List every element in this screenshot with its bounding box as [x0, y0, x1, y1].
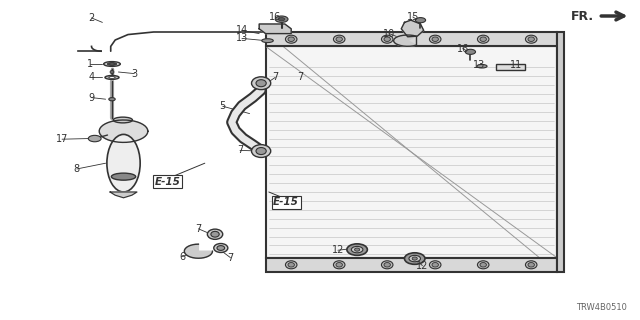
Ellipse shape — [384, 37, 390, 42]
Text: 7: 7 — [298, 72, 304, 83]
Polygon shape — [110, 192, 137, 198]
Circle shape — [278, 18, 285, 21]
Ellipse shape — [351, 246, 363, 253]
Ellipse shape — [252, 145, 271, 157]
Text: E-15: E-15 — [273, 197, 299, 207]
Ellipse shape — [104, 61, 120, 67]
Ellipse shape — [113, 117, 132, 123]
Bar — [557, 32, 564, 272]
Ellipse shape — [525, 261, 537, 269]
Ellipse shape — [111, 173, 136, 180]
Text: 13: 13 — [236, 33, 248, 44]
Text: 14: 14 — [236, 25, 248, 36]
Ellipse shape — [288, 262, 294, 267]
Circle shape — [88, 135, 101, 142]
Ellipse shape — [429, 35, 441, 43]
Text: 7: 7 — [237, 145, 243, 156]
Ellipse shape — [336, 37, 342, 42]
Ellipse shape — [285, 261, 297, 269]
Ellipse shape — [107, 134, 140, 192]
Ellipse shape — [256, 148, 266, 155]
Circle shape — [275, 16, 288, 22]
Ellipse shape — [432, 37, 438, 42]
Ellipse shape — [285, 35, 297, 43]
Ellipse shape — [207, 229, 223, 239]
Text: 16: 16 — [269, 12, 282, 22]
Ellipse shape — [333, 35, 345, 43]
Ellipse shape — [355, 248, 360, 251]
Ellipse shape — [109, 76, 115, 78]
Ellipse shape — [288, 37, 294, 42]
Ellipse shape — [108, 63, 116, 65]
Ellipse shape — [347, 244, 367, 255]
Ellipse shape — [477, 65, 487, 68]
Ellipse shape — [477, 35, 489, 43]
Ellipse shape — [528, 37, 534, 42]
Bar — [266, 32, 557, 46]
Text: 7: 7 — [195, 224, 202, 234]
Ellipse shape — [256, 80, 266, 87]
Ellipse shape — [109, 98, 115, 101]
Circle shape — [415, 18, 426, 23]
Ellipse shape — [432, 262, 438, 267]
Text: 5: 5 — [220, 101, 226, 111]
Text: 12: 12 — [416, 260, 429, 271]
Ellipse shape — [211, 231, 220, 237]
Ellipse shape — [404, 253, 425, 264]
Text: 17: 17 — [56, 134, 68, 144]
Text: E-15: E-15 — [155, 177, 180, 187]
Text: TRW4B0510: TRW4B0510 — [577, 303, 627, 312]
Ellipse shape — [429, 261, 441, 269]
Polygon shape — [259, 24, 291, 34]
Text: 12: 12 — [332, 245, 344, 255]
Text: 1: 1 — [86, 59, 93, 69]
Text: 2: 2 — [88, 13, 95, 23]
Polygon shape — [184, 244, 212, 258]
Text: 3: 3 — [131, 68, 138, 79]
Bar — [496, 64, 525, 70]
Ellipse shape — [252, 77, 271, 90]
Ellipse shape — [412, 257, 417, 260]
Text: FR.: FR. — [571, 10, 594, 22]
Ellipse shape — [409, 255, 420, 262]
Text: 7: 7 — [272, 72, 278, 83]
Ellipse shape — [480, 262, 486, 267]
Text: 9: 9 — [88, 92, 95, 103]
Ellipse shape — [105, 76, 119, 79]
Ellipse shape — [480, 37, 486, 42]
Ellipse shape — [477, 261, 489, 269]
Ellipse shape — [214, 244, 228, 252]
Ellipse shape — [525, 35, 537, 43]
Bar — [266, 258, 557, 272]
Circle shape — [109, 63, 115, 65]
Text: 15: 15 — [406, 12, 419, 22]
Ellipse shape — [381, 35, 393, 43]
Ellipse shape — [384, 262, 390, 267]
Ellipse shape — [217, 246, 225, 251]
Text: 16: 16 — [456, 44, 469, 54]
Polygon shape — [99, 120, 148, 142]
Polygon shape — [394, 35, 416, 46]
Ellipse shape — [333, 261, 345, 269]
Ellipse shape — [528, 262, 534, 267]
Circle shape — [465, 49, 476, 54]
Text: 8: 8 — [74, 164, 80, 174]
Text: 6: 6 — [179, 252, 186, 262]
Ellipse shape — [262, 39, 273, 43]
Text: 4: 4 — [88, 72, 95, 83]
Ellipse shape — [336, 262, 342, 267]
Text: 7: 7 — [227, 252, 234, 263]
Text: 10: 10 — [383, 28, 396, 39]
Polygon shape — [401, 20, 424, 37]
Ellipse shape — [110, 70, 114, 74]
Ellipse shape — [381, 261, 393, 269]
Text: 13: 13 — [472, 60, 485, 70]
Bar — [266, 46, 557, 258]
Text: 11: 11 — [509, 60, 522, 70]
